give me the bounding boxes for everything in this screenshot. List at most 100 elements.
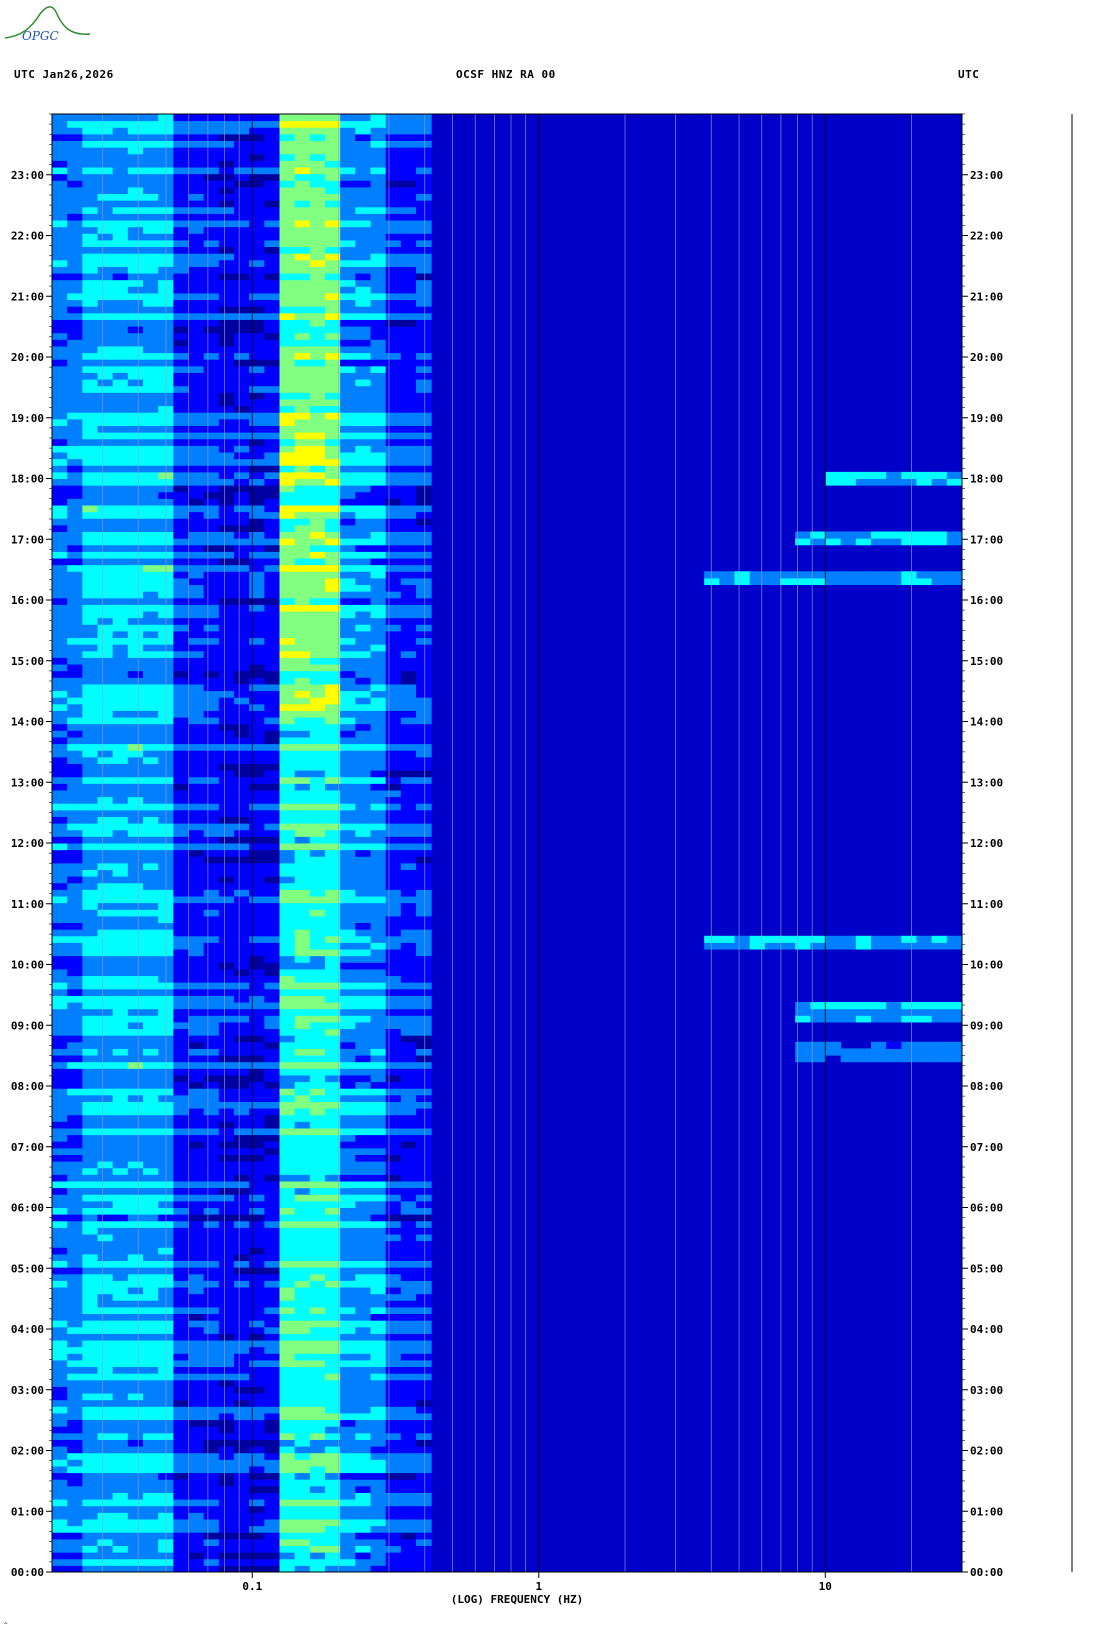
spectrogram-cell (112, 558, 129, 566)
spectrogram-cell (416, 783, 432, 791)
spectrogram-cell (188, 882, 205, 890)
spectrogram-cell (82, 723, 98, 731)
spectrogram-cell (234, 915, 250, 924)
spectrogram-cell (112, 1094, 129, 1102)
spectrogram-cell (97, 359, 114, 367)
spectrogram-cell (309, 1074, 326, 1083)
spectrogram-cell (355, 657, 371, 665)
spectrogram-cell (218, 988, 235, 996)
spectrogram-cell (249, 1240, 265, 1248)
spectrogram-cell (173, 962, 189, 970)
spectrogram-cell (97, 710, 114, 718)
spectrogram-cell (188, 1479, 205, 1487)
spectrogram-cell (264, 326, 280, 334)
spectrogram-cell (203, 1220, 220, 1228)
spectrogram-cell (127, 902, 144, 910)
spectrogram-cell (340, 816, 356, 824)
spectrogram-cell (264, 544, 280, 552)
spectrogram-cell (279, 1167, 296, 1175)
spectrogram-cell (355, 902, 371, 910)
spectrogram-cell (249, 1426, 265, 1434)
spectrogram-cell (67, 915, 83, 924)
spectrogram-cell (370, 1492, 387, 1500)
spectrogram-cell (112, 1121, 129, 1129)
spectrogram-cell (234, 1393, 250, 1401)
spectrogram-cell (279, 326, 296, 334)
spectrogram-cell (173, 869, 189, 877)
spectrogram-cell (67, 849, 83, 857)
spectrogram-cell (188, 398, 205, 407)
spectrogram-cell (67, 1479, 83, 1487)
spectrogram-cell (67, 1512, 83, 1520)
spectrogram-cell (279, 1472, 296, 1480)
spectrogram-cell (234, 756, 250, 764)
spectrogram-cell (218, 1247, 235, 1255)
spectrogram-cell (203, 670, 220, 678)
spectrogram-cell (188, 849, 205, 857)
spectrogram-cell (416, 942, 432, 950)
spectrogram-cell (385, 1532, 402, 1540)
spectrogram-cell (309, 1021, 326, 1030)
spectrogram-cell (188, 995, 205, 1003)
spectrogram-cell (143, 829, 159, 837)
spectrogram-cell (355, 1320, 371, 1328)
spectrogram-cell (67, 1432, 83, 1440)
spectrogram-cell (173, 352, 189, 360)
spectrogram-cell (67, 1234, 83, 1242)
spectrogram-cell (355, 968, 371, 977)
spectrogram-cell (52, 1008, 68, 1016)
spectrogram-cell (416, 743, 432, 751)
spectrogram-cell (82, 1419, 98, 1427)
spectrogram-cell (309, 465, 326, 473)
spectrogram-cell (112, 1002, 129, 1010)
spectrogram-cell (234, 677, 250, 685)
spectrogram-cell (416, 1041, 432, 1049)
spectrogram-cell (188, 379, 205, 387)
spectrogram-cell (203, 1545, 220, 1553)
spectrogram-cell (416, 915, 432, 924)
spectrogram-cell (355, 1406, 371, 1414)
spectrogram-cell (340, 1061, 356, 1069)
spectrogram-cell (294, 962, 311, 970)
spectrogram-cell (719, 577, 735, 586)
spectrogram-cell (416, 962, 432, 970)
spectrogram-cell (385, 736, 402, 745)
spectrogram-cell (127, 962, 144, 970)
spectrogram-cell (112, 889, 129, 897)
spectrogram-cell (416, 438, 432, 446)
spectrogram-cell (355, 432, 371, 440)
spectrogram-cell (931, 1002, 948, 1010)
spectrogram-cell (67, 650, 83, 658)
spectrogram-cell (309, 836, 326, 844)
spectrogram-cell (203, 412, 220, 420)
spectrogram-cell (188, 650, 205, 658)
spectrogram-cell (234, 1094, 250, 1102)
spectrogram-cell (340, 776, 356, 784)
spectrogram-cell (82, 882, 98, 890)
spectrogram-cell (294, 1260, 311, 1268)
spectrogram-cell (112, 1386, 129, 1394)
spectrogram-cell (97, 498, 114, 506)
spectrogram-cell (52, 1545, 68, 1553)
spectrogram-cell (249, 1538, 265, 1546)
spectrogram-cell (112, 823, 129, 831)
spectrogram-cell (112, 982, 129, 990)
spectrogram-cell (52, 1359, 68, 1368)
spectrogram-cell (82, 743, 98, 751)
spectrogram-cell (309, 1048, 326, 1056)
spectrogram-cell (264, 385, 280, 393)
spectrogram-cell (173, 478, 189, 486)
spectrogram-cell (294, 1234, 311, 1242)
spectrogram-cell (385, 1187, 402, 1195)
spectrogram-cell (188, 929, 205, 937)
spectrogram-cell (355, 1558, 371, 1566)
spectrogram-cell (127, 511, 144, 519)
spectrogram-cell (370, 1081, 387, 1089)
spectrogram-cell (294, 717, 311, 725)
spectrogram-cell (264, 1048, 280, 1056)
spectrogram-cell (385, 1439, 402, 1447)
spectrogram-cell (127, 1101, 144, 1109)
spectrogram-cell (416, 432, 432, 440)
spectrogram-cell (294, 1194, 311, 1202)
spectrogram-cell (218, 451, 235, 460)
